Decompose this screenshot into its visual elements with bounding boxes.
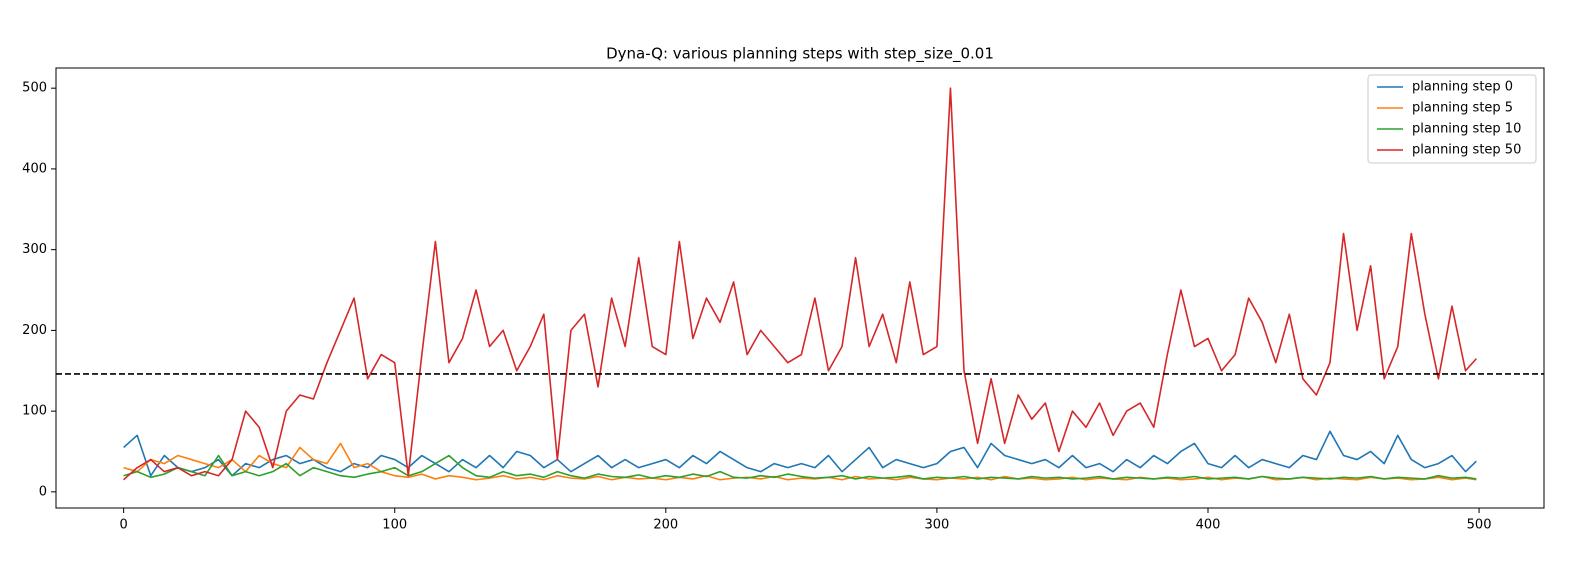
legend-box	[1367, 74, 1537, 164]
series-line	[123, 87, 1477, 481]
x-tick-label: 300	[924, 518, 949, 533]
chart-title: Dyna-Q: various planning steps with step…	[606, 45, 994, 64]
legend-label: planning step 10	[1412, 122, 1521, 137]
x-tick-label: 200	[653, 518, 678, 533]
legend-label: planning step 0	[1412, 80, 1513, 95]
legend-label: planning step 50	[1412, 143, 1521, 158]
x-tick-label: 400	[1196, 518, 1221, 533]
y-tick-label: 100	[22, 404, 47, 419]
y-tick-label: 0	[39, 484, 47, 499]
plot-frame	[55, 67, 1545, 509]
x-tick-label: 0	[119, 518, 127, 533]
y-tick-label: 300	[22, 242, 47, 257]
series-line	[123, 454, 1477, 480]
y-tick-label: 500	[22, 81, 47, 96]
legend-label: planning step 5	[1412, 101, 1513, 116]
y-tick-label: 400	[22, 161, 47, 176]
series-line	[123, 430, 1477, 477]
x-tick-label: 100	[382, 518, 407, 533]
y-tick-label: 200	[22, 323, 47, 338]
x-tick-label: 500	[1467, 518, 1492, 533]
